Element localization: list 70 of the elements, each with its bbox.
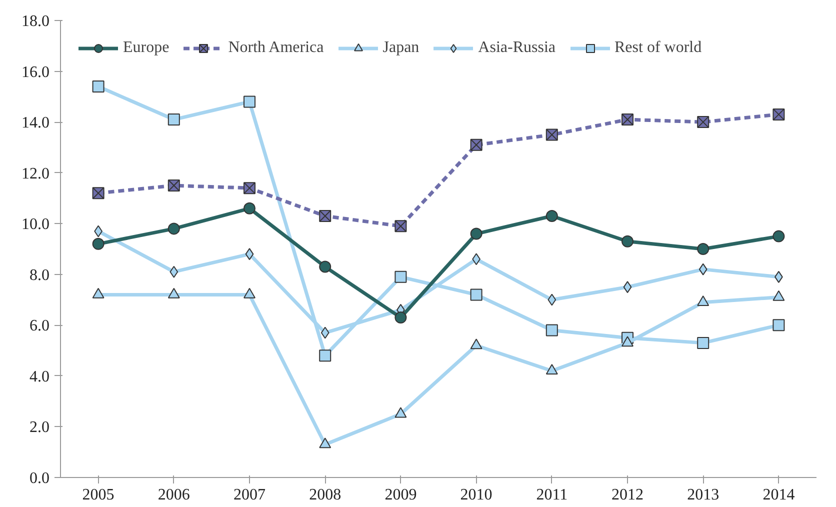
point: [470, 228, 482, 240]
point: [697, 116, 710, 128]
point: [92, 80, 104, 93]
legend-label: Europe: [123, 39, 170, 57]
point: [697, 295, 710, 306]
point: [92, 288, 104, 298]
point: [697, 243, 710, 255]
x-tick-label: 2014: [762, 486, 795, 504]
point: [546, 324, 558, 336]
point: [546, 364, 558, 375]
point: [170, 266, 178, 278]
point: [320, 326, 330, 339]
x-tick-label: 2007: [234, 486, 266, 504]
point: [92, 187, 104, 200]
y-tick-label: 18.0: [22, 13, 50, 30]
point: [168, 222, 180, 235]
point: [622, 114, 634, 126]
y-tick-label: 0.0: [30, 470, 50, 487]
legend-label: Japan: [382, 39, 420, 57]
y-tick-label: 10.0: [22, 216, 50, 234]
x-tick-label: 2012: [612, 486, 644, 504]
point: [394, 270, 407, 283]
point: [546, 128, 558, 141]
point: [772, 319, 785, 332]
x-tick-label: 2006: [158, 486, 190, 504]
point: [394, 312, 407, 324]
x-tick-label: 2013: [687, 486, 720, 504]
point: [622, 235, 634, 248]
point: [319, 350, 332, 362]
point: [168, 114, 180, 126]
point: [697, 336, 710, 349]
point: [772, 230, 785, 242]
point: [623, 281, 632, 294]
point: [92, 238, 104, 250]
y-tick-label: 16.0: [22, 64, 50, 81]
point: [394, 407, 407, 418]
y-tick-label: 14.0: [22, 114, 50, 132]
y-tick-label: 8.0: [30, 266, 50, 284]
legend-label: North America: [228, 39, 324, 57]
x-tick-label: 2011: [536, 486, 568, 504]
point: [244, 182, 256, 194]
x-tick-label: 2010: [460, 486, 492, 504]
point: [319, 438, 332, 448]
legend-label: Rest of world: [614, 39, 702, 57]
y-tick-label: 12.0: [22, 165, 50, 182]
point: [244, 202, 256, 214]
x-tick-label: 2009: [384, 486, 417, 504]
point: [168, 288, 180, 298]
point: [470, 288, 482, 301]
legend-label: Asia-Russia: [478, 39, 556, 57]
point: [698, 263, 708, 276]
point: [546, 210, 558, 222]
x-tick-label: 2005: [82, 486, 114, 504]
point: [168, 180, 180, 192]
y-tick-label: 4.0: [30, 368, 50, 386]
point: [470, 338, 482, 350]
point: [244, 96, 256, 108]
point: [394, 220, 407, 232]
point: [244, 288, 256, 298]
point: [319, 210, 332, 222]
x-tick-label: 2008: [309, 486, 342, 504]
y-tick-label: 2.0: [30, 419, 50, 436]
point: [622, 336, 634, 347]
point: [245, 248, 254, 260]
point: [470, 138, 482, 151]
point: [548, 294, 556, 306]
point: [772, 290, 785, 301]
point: [319, 260, 332, 273]
y-tick-label: 6.0: [30, 318, 50, 335]
point: [772, 108, 785, 120]
